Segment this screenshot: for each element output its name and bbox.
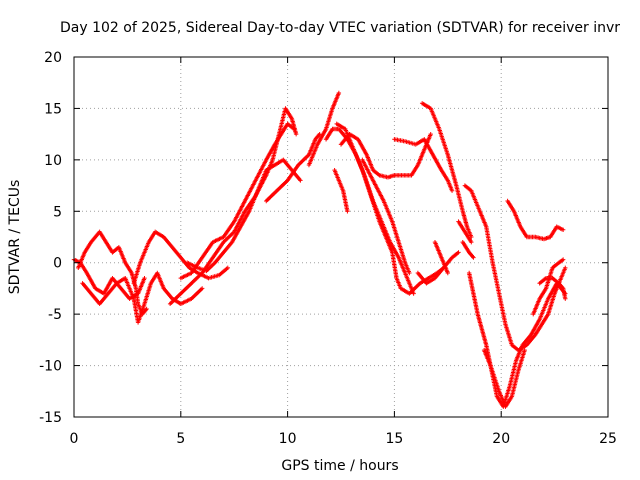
data-point xyxy=(428,131,433,137)
data-point xyxy=(199,286,205,291)
series-arc-19 xyxy=(462,183,568,353)
chart-title: Day 102 of 2025, Sidereal Day-to-day VTE… xyxy=(60,20,620,36)
plot-border xyxy=(73,56,609,418)
y-tick-label: 5 xyxy=(53,204,62,220)
y-tick-label: 20 xyxy=(44,50,62,66)
y-tick-label: 15 xyxy=(44,101,62,117)
ticks xyxy=(73,56,609,418)
grid xyxy=(74,57,608,417)
x-tick-label: 25 xyxy=(599,431,617,447)
series-arc-17 xyxy=(415,250,461,286)
data-point xyxy=(411,291,416,296)
data-point xyxy=(563,265,568,271)
data-point xyxy=(225,265,230,271)
y-tick-label: -15 xyxy=(39,410,62,426)
data-point xyxy=(560,257,566,262)
y-tick-label: -5 xyxy=(48,307,62,323)
data-point xyxy=(449,188,455,193)
y-tick-label: 10 xyxy=(44,153,62,169)
series-arc-22 xyxy=(505,198,566,242)
series-arc-8 xyxy=(264,131,322,204)
y-tick-label: 0 xyxy=(53,256,62,272)
y-axis-label: SDTVAR / TECUs xyxy=(7,180,23,295)
series-arc-16 xyxy=(419,101,474,240)
data-point xyxy=(471,255,476,260)
y-tick-label: -10 xyxy=(39,359,62,375)
x-tick-label: 0 xyxy=(70,431,79,447)
series-arc-26 xyxy=(460,239,476,260)
series-arc-25 xyxy=(456,219,474,245)
data-point xyxy=(563,296,568,301)
series-arc-7 xyxy=(185,157,303,274)
data-point xyxy=(293,131,299,137)
series-arc-15 xyxy=(392,137,455,193)
data-point xyxy=(560,227,566,232)
x-tick-labels: 0 5 10 15 20 25 xyxy=(70,431,617,447)
series-arc-12 xyxy=(338,131,433,180)
data-point xyxy=(345,209,350,214)
series-arc-21 xyxy=(481,347,527,409)
x-tick-label: 15 xyxy=(385,431,403,447)
series-arc-14 xyxy=(360,157,412,276)
series-arc-3 xyxy=(80,270,205,325)
data-point xyxy=(291,126,297,132)
x-tick-label: 5 xyxy=(176,431,185,447)
data-point xyxy=(298,178,303,183)
data-point xyxy=(407,270,412,276)
series-arc-24 xyxy=(531,257,566,317)
series-arc-20 xyxy=(466,270,568,409)
series-arc-13 xyxy=(332,167,350,214)
series-group xyxy=(71,90,568,409)
x-tick-label: 10 xyxy=(279,431,297,447)
series-arc-6 xyxy=(178,121,297,281)
data-point xyxy=(336,90,342,96)
data-point xyxy=(522,347,527,353)
data-point xyxy=(445,270,450,276)
x-tick-label: 20 xyxy=(492,431,510,447)
series-arc-4 xyxy=(131,229,230,286)
data-point xyxy=(456,250,461,255)
series-arc-9 xyxy=(306,90,342,168)
data-point xyxy=(144,306,149,312)
x-axis-label: GPS time / hours xyxy=(281,458,398,474)
y-tick-labels: -15 -10 -5 0 5 10 15 20 xyxy=(39,50,62,426)
series-arc-18 xyxy=(432,239,450,276)
data-point xyxy=(469,239,474,245)
data-point xyxy=(142,275,147,281)
series-arc-11 xyxy=(334,121,446,296)
